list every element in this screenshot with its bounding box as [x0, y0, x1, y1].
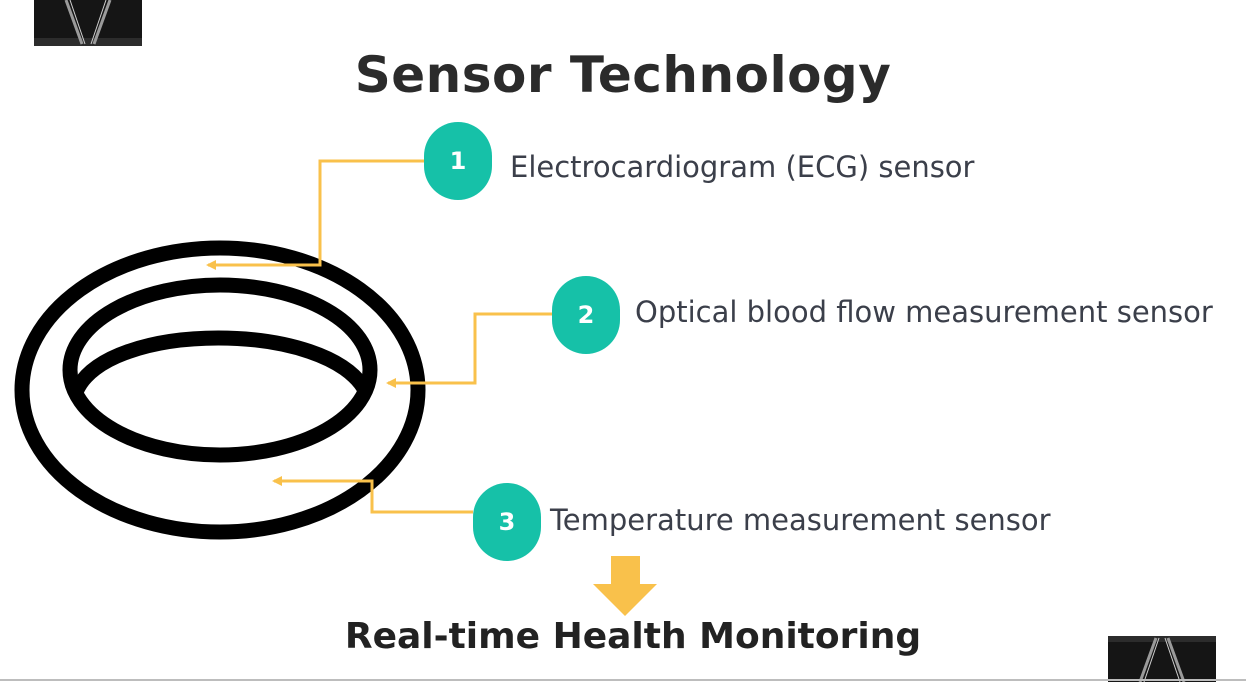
- binder-clip-icon: [34, 0, 142, 46]
- connector-2: [386, 312, 552, 388]
- ring-icon: [14, 240, 426, 540]
- connector-3: [272, 476, 473, 514]
- sensor-1-badge: 1: [424, 122, 492, 200]
- binder-clip-icon: [1108, 636, 1216, 682]
- page-title: Sensor Technology: [354, 46, 892, 104]
- outcome-heading: Real-time Health Monitoring: [344, 616, 922, 657]
- sensor-3-label: Temperature measurement sensor: [550, 503, 1051, 537]
- slide-bottom-edge: [0, 679, 1246, 681]
- sensor-2-badge: 2: [552, 276, 620, 354]
- sensor-3-badge: 3: [473, 483, 541, 561]
- down-arrow-icon: [593, 556, 657, 616]
- sensor-2-label: Optical blood flow measurement sensor: [635, 295, 1213, 329]
- sensor-1-label: Electrocardiogram (ECG) sensor: [510, 150, 975, 184]
- connector-1: [206, 159, 424, 270]
